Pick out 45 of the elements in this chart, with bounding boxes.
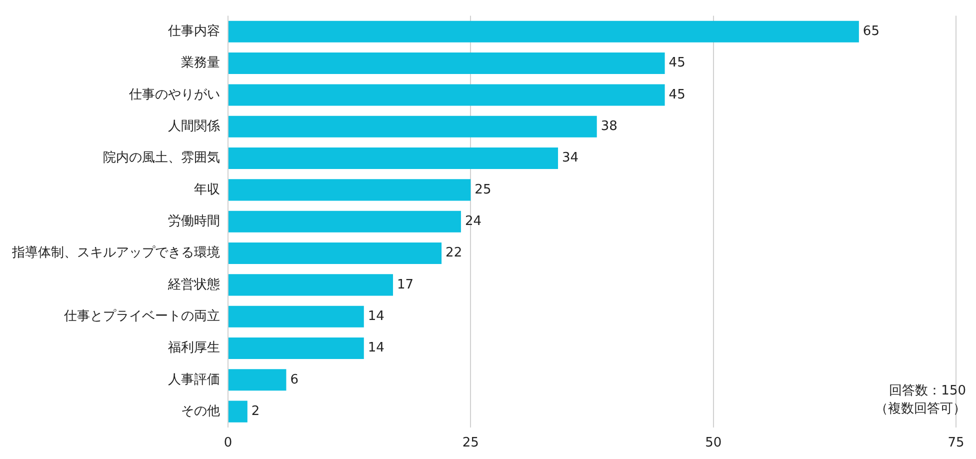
data-label: 65 — [862, 24, 880, 40]
y-tick-label: 福利厚生 — [168, 340, 220, 356]
y-tick-label: 院内の風土、雰囲気 — [103, 150, 220, 166]
bar — [228, 242, 442, 264]
data-label: 34 — [562, 150, 579, 166]
bar — [228, 400, 248, 422]
y-tick-label: 業務量 — [181, 56, 220, 71]
bar — [228, 369, 286, 391]
y-tick-label: 仕事のやりがい — [128, 87, 220, 102]
x-tick-label: 75 — [948, 436, 964, 451]
data-label: 2 — [251, 404, 260, 419]
y-tick-label: 経営状態 — [167, 277, 220, 292]
bar — [228, 210, 461, 232]
data-label: 6 — [290, 372, 299, 388]
data-label: 45 — [668, 56, 686, 71]
x-tick-label: 50 — [705, 436, 722, 451]
bar — [228, 84, 665, 106]
bar — [228, 274, 394, 296]
y-tick-label: 人間関係 — [168, 118, 220, 134]
bar — [228, 20, 859, 42]
bar — [228, 337, 364, 360]
y-tick-label: 年収 — [194, 182, 220, 198]
data-label: 25 — [474, 182, 492, 198]
bar — [228, 52, 665, 74]
annotation: （複数回答可） — [875, 401, 966, 416]
y-tick-label: その他 — [181, 404, 220, 419]
data-label: 17 — [397, 277, 414, 292]
data-label: 14 — [368, 340, 384, 356]
bar — [228, 179, 471, 201]
bar — [228, 116, 597, 138]
annotation: 回答数：150 — [889, 383, 966, 398]
y-tick-label: 指導体制、スキルアップできる環境 — [11, 244, 220, 261]
y-tick-label: 労働時間 — [168, 214, 220, 229]
data-label: 45 — [668, 87, 686, 102]
bar — [228, 148, 558, 170]
y-tick-label: 人事評価 — [168, 372, 220, 388]
data-label: 22 — [446, 246, 462, 261]
bar — [228, 306, 364, 328]
data-label: 38 — [600, 118, 618, 134]
y-tick-label: 仕事内容 — [167, 23, 220, 40]
y-tick-label: 仕事とプライベートの両立 — [63, 308, 220, 324]
x-tick-label: 0 — [224, 436, 232, 451]
data-label: 24 — [464, 214, 482, 229]
data-label: 14 — [368, 308, 384, 324]
x-tick-label: 25 — [462, 436, 479, 451]
